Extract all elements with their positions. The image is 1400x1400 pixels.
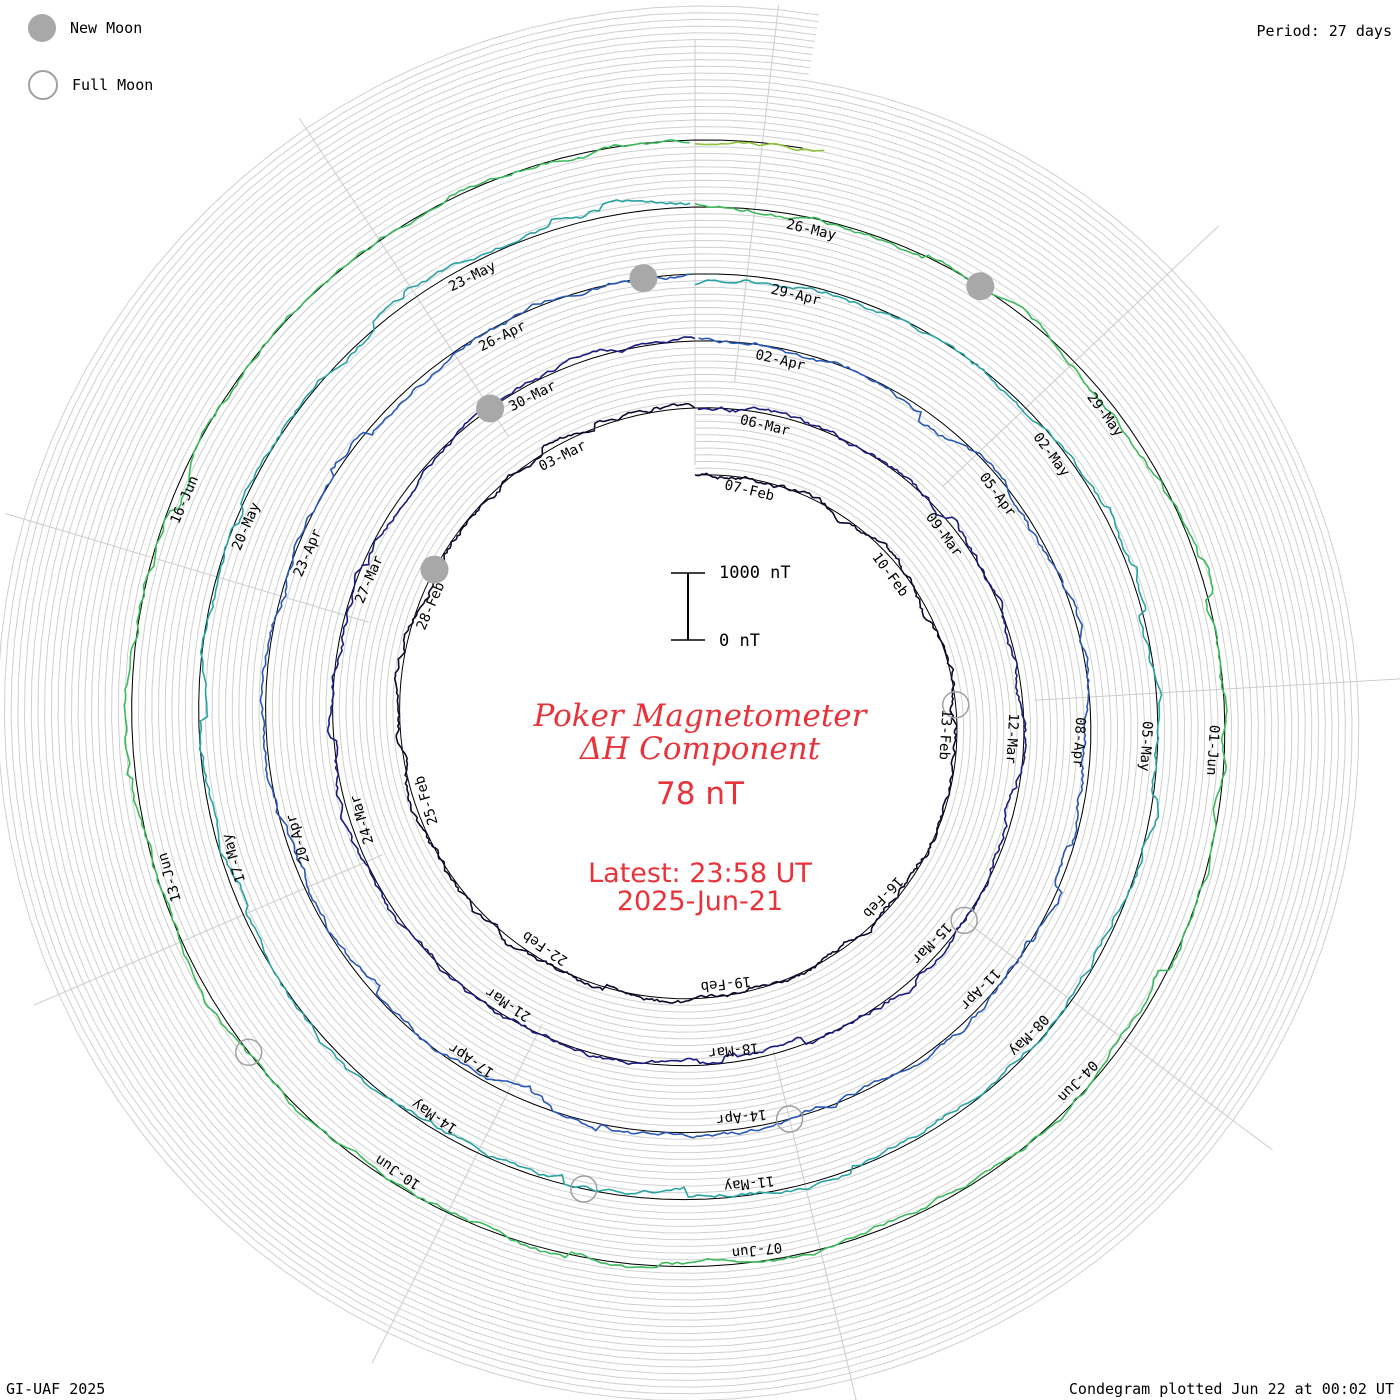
full-moon-marker bbox=[570, 1175, 598, 1203]
date-label: 07-Feb bbox=[723, 477, 776, 504]
chart-title-line1: Poker Magnetometer bbox=[533, 698, 867, 734]
new-moon-marker bbox=[476, 394, 505, 423]
date-label: 01-Jun bbox=[1203, 724, 1222, 775]
ring-line bbox=[23, 32, 1333, 1375]
full-moon-marker bbox=[775, 1105, 804, 1133]
legend-full-moon: Full Moon bbox=[28, 70, 153, 100]
date-label: 29-Apr bbox=[769, 282, 822, 309]
ring-line bbox=[50, 59, 1306, 1348]
scale-top-label: 1000 nT bbox=[719, 563, 791, 583]
spoke-line bbox=[1034, 678, 1400, 701]
current-value: 78 nT bbox=[656, 776, 744, 812]
plotted-timestamp: Condegram plotted Jun 22 at 00:02 UT bbox=[1068, 1380, 1394, 1398]
ring-line bbox=[44, 52, 1313, 1355]
latest-time: Latest: 23:58 UT bbox=[588, 858, 812, 889]
date-label: 11-May bbox=[723, 1172, 775, 1194]
revolution-trace bbox=[259, 273, 1090, 1139]
date-label: 14-Apr bbox=[715, 1106, 767, 1128]
date-label: 06-Mar bbox=[738, 412, 791, 439]
date-label: 07-Jun bbox=[731, 1239, 783, 1261]
new-moon-marker bbox=[420, 555, 449, 584]
full-moon-icon bbox=[28, 70, 58, 100]
legend-new-moon: New Moon bbox=[28, 14, 142, 42]
full-moon-marker bbox=[950, 906, 978, 935]
date-label: 26-May bbox=[785, 216, 838, 243]
spoke-line bbox=[298, 118, 509, 437]
scale-bar bbox=[671, 572, 705, 641]
ring-line bbox=[57, 65, 1300, 1341]
ring-line bbox=[17, 25, 1340, 1381]
revolution-trace bbox=[123, 139, 1228, 1269]
new-moon-label: New Moon bbox=[70, 19, 143, 37]
ring-line bbox=[10, 18, 1346, 1388]
spoke-line bbox=[734, 4, 780, 383]
date-label: 12-Mar bbox=[1002, 713, 1021, 764]
date-label: 13-Feb bbox=[935, 709, 954, 760]
date-label: 05-May bbox=[1136, 720, 1155, 771]
date-label: 08-Apr bbox=[1069, 717, 1088, 768]
ring-line bbox=[3, 12, 1353, 1395]
latest-date: 2025-Jun-21 bbox=[616, 886, 784, 917]
revolution-trace bbox=[198, 199, 1163, 1198]
spoke-line bbox=[941, 225, 1220, 488]
full-moon-label: Full Moon bbox=[72, 76, 154, 94]
credit-label: GI-UAF 2025 bbox=[6, 1380, 106, 1398]
ring-gridlines bbox=[0, 5, 1360, 1400]
full-moon-marker bbox=[234, 1038, 263, 1067]
date-label: 19-Feb bbox=[700, 973, 752, 995]
new-moon-marker bbox=[629, 264, 658, 293]
date-label: 18-Mar bbox=[708, 1039, 760, 1061]
spoke-line bbox=[772, 1050, 857, 1400]
moon-markers bbox=[234, 264, 995, 1203]
spoke-line bbox=[371, 1023, 543, 1364]
chart-title-line2: ΔH Component bbox=[579, 731, 821, 767]
scale-bottom-label: 0 nT bbox=[719, 631, 760, 651]
new-moon-marker bbox=[966, 272, 995, 301]
revolution-trace bbox=[694, 140, 825, 153]
revolution-trace bbox=[326, 336, 1027, 1066]
date-label: 02-Apr bbox=[754, 347, 807, 374]
spoke-line bbox=[5, 513, 370, 623]
spoke-line bbox=[33, 854, 383, 1006]
period-label: Period: 27 days bbox=[1256, 22, 1392, 40]
new-moon-icon bbox=[28, 14, 56, 42]
full-moon-marker bbox=[941, 691, 970, 719]
ring-line bbox=[37, 45, 1320, 1361]
ring-line bbox=[30, 38, 1326, 1368]
